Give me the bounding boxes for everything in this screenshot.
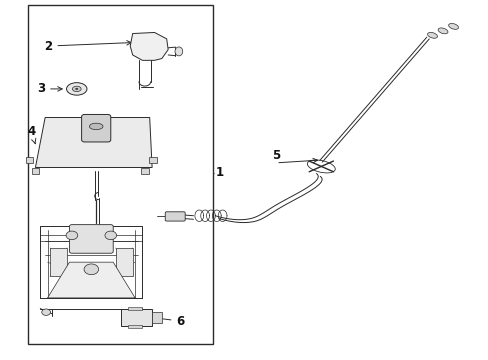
Circle shape: [66, 231, 78, 240]
Circle shape: [105, 231, 116, 240]
Text: 4: 4: [27, 125, 36, 144]
Ellipse shape: [72, 86, 81, 91]
Bar: [26, 157, 33, 163]
Bar: [149, 157, 157, 163]
Bar: [50, 248, 67, 276]
Text: 1: 1: [215, 166, 223, 179]
Ellipse shape: [66, 83, 87, 95]
Ellipse shape: [89, 123, 103, 130]
FancyBboxPatch shape: [165, 212, 185, 221]
Circle shape: [41, 309, 50, 315]
Bar: [152, 312, 162, 323]
FancyBboxPatch shape: [81, 114, 111, 142]
Bar: [127, 307, 142, 310]
Bar: [120, 309, 152, 327]
Text: 5: 5: [271, 149, 280, 162]
Circle shape: [84, 264, 99, 275]
Circle shape: [132, 309, 141, 315]
Text: 6: 6: [156, 315, 184, 328]
Bar: [31, 168, 39, 174]
Ellipse shape: [447, 23, 458, 29]
Ellipse shape: [427, 32, 437, 38]
Ellipse shape: [437, 28, 447, 34]
Polygon shape: [35, 117, 152, 167]
Bar: [141, 168, 148, 174]
Bar: [28, 5, 212, 344]
Text: 2: 2: [44, 40, 131, 53]
Ellipse shape: [75, 88, 78, 90]
Bar: [127, 325, 142, 328]
Polygon shape: [130, 32, 168, 60]
Ellipse shape: [175, 47, 183, 56]
Text: 3: 3: [37, 82, 62, 95]
Bar: [116, 248, 132, 276]
Polygon shape: [47, 262, 135, 298]
FancyBboxPatch shape: [69, 225, 113, 253]
